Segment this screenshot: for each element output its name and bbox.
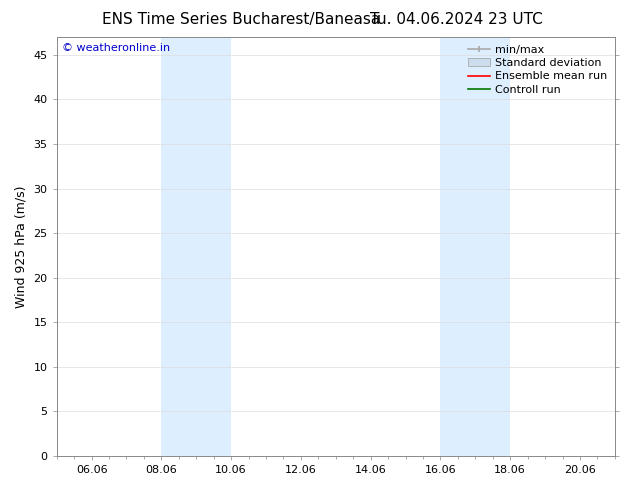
Bar — [162, 37, 231, 456]
Y-axis label: Wind 925 hPa (m/s): Wind 925 hPa (m/s) — [15, 185, 28, 308]
Bar — [441, 37, 510, 456]
Text: Tu. 04.06.2024 23 UTC: Tu. 04.06.2024 23 UTC — [370, 12, 543, 27]
Text: ENS Time Series Bucharest/Baneasa: ENS Time Series Bucharest/Baneasa — [102, 12, 380, 27]
Legend: min/max, Standard deviation, Ensemble mean run, Controll run: min/max, Standard deviation, Ensemble me… — [466, 43, 609, 97]
Text: © weatheronline.in: © weatheronline.in — [62, 43, 171, 53]
